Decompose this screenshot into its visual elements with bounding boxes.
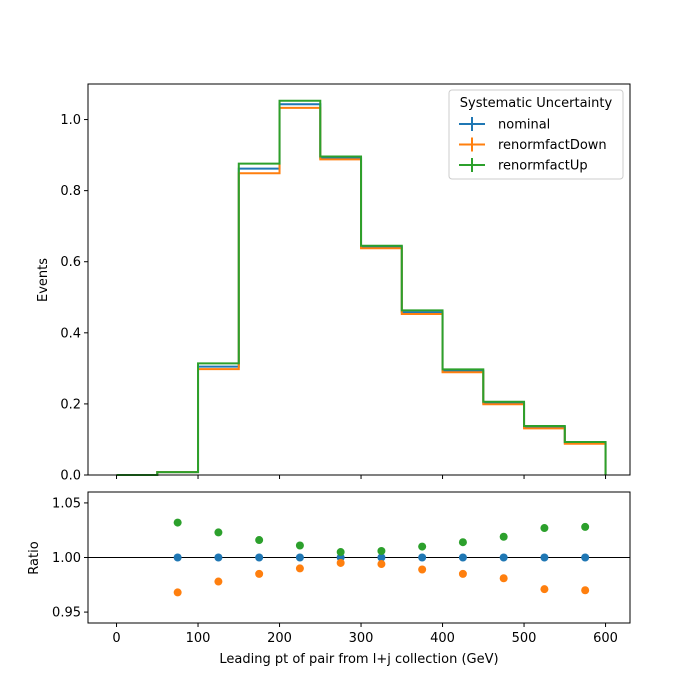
main-histogram-series [116,99,607,476]
ratio-point-renormfactUp [418,542,427,551]
legend-label: nominal [498,118,550,133]
legend-frame [448,89,624,180]
main-y-axis-ticks: 0.0 0.2 0.4 0.6 0.8 1.0 [60,113,88,484]
ratio-y-axis-ticks: 0.95 1.00 1.05 [52,496,88,621]
x-tick-label: 300 [349,631,374,646]
ratio-point-renormfactDown [581,586,590,595]
ratio-point-nominal [540,553,549,562]
ratio-point-renormfactUp [581,522,590,531]
ratio-points [173,518,590,597]
legend-entry-renormfactDown: renormfactDown [459,137,607,153]
main-plot-panel: 0.0 0.2 0.4 0.6 0.8 1.0 Events Systematic Unc… [36,83,631,484]
main-y-tick-label: 0.8 [60,184,81,199]
ratio-point-renormfactDown [540,585,549,594]
ratio-y-tick-label: 1.00 [52,551,81,566]
ratio-point-nominal [173,553,182,562]
ratio-y-tick-label: 0.95 [52,606,81,621]
main-y-tick-label: 0.2 [60,397,81,412]
ratio-point-renormfactUp [295,541,304,550]
ratio-point-nominal [377,553,386,562]
ratio-point-renormfactUp [458,538,467,547]
ratio-point-renormfactUp [499,532,508,541]
ratio-point-renormfactDown [255,569,264,578]
main-plot-frame [87,83,631,476]
ratio-point-renormfactDown [377,560,386,569]
main-y-tick-label: 0.0 [60,469,81,484]
ratio-y-axis-label: Ratio [27,541,42,574]
ratio-point-renormfactDown [295,564,304,573]
ratio-point-renormfactUp [214,528,223,537]
legend-entry-nominal: nominal [459,117,550,133]
ratio-point-nominal [418,553,427,562]
x-tick-label: 0 [112,631,120,646]
ratio-point-renormfactDown [214,577,223,586]
ratio-point-renormfactDown [458,569,467,578]
main-x-axis-ticks [116,475,607,479]
ratio-point-renormfactUp [255,536,264,545]
x-tick-label: 600 [593,631,618,646]
legend: Systematic Uncertainty nominal renormfact… [448,89,624,180]
ratio-point-renormfactUp [336,548,345,557]
ratio-point-renormfactUp [540,524,549,533]
ratio-y-tick-label: 1.05 [52,496,81,511]
ratio-point-nominal [581,553,590,562]
legend-entry-renormfactUp: renormfactUp [459,158,588,174]
x-tick-label: 100 [186,631,211,646]
histogram-line-renormfactUp [116,99,607,476]
main-y-tick-label: 0.6 [60,255,81,270]
ratio-point-nominal [295,553,304,562]
ratio-point-renormfactDown [418,565,427,574]
legend-label: renormfactDown [498,138,607,153]
ratio-point-renormfactDown [173,588,182,597]
ratio-point-renormfactUp [173,518,182,527]
x-axis-label: Leading pt of pair from l+j collection (… [219,652,498,667]
ratio-point-nominal [499,553,508,562]
x-tick-label: 500 [512,631,537,646]
ratio-point-renormfactUp [377,546,386,555]
ratio-point-nominal [255,553,264,562]
ratio-point-nominal [214,553,223,562]
legend-label: renormfactUp [498,159,588,174]
legend-title: Systematic Uncertainty [460,96,613,111]
ratio-plot-panel: 0.95 1.00 1.05 0 100 200 300 400 500 600 Ratio L… [27,491,631,667]
main-y-axis-label: Events [36,258,51,302]
ratio-x-axis-ticks: 0 100 200 300 400 500 600 [112,623,618,646]
ratio-point-renormfactDown [499,574,508,583]
main-y-tick-label: 0.4 [60,326,81,341]
x-tick-label: 200 [267,631,292,646]
x-tick-label: 400 [430,631,455,646]
main-y-tick-label: 1.0 [60,113,81,128]
ratio-point-renormfactDown [336,558,345,567]
ratio-point-nominal [458,553,467,562]
